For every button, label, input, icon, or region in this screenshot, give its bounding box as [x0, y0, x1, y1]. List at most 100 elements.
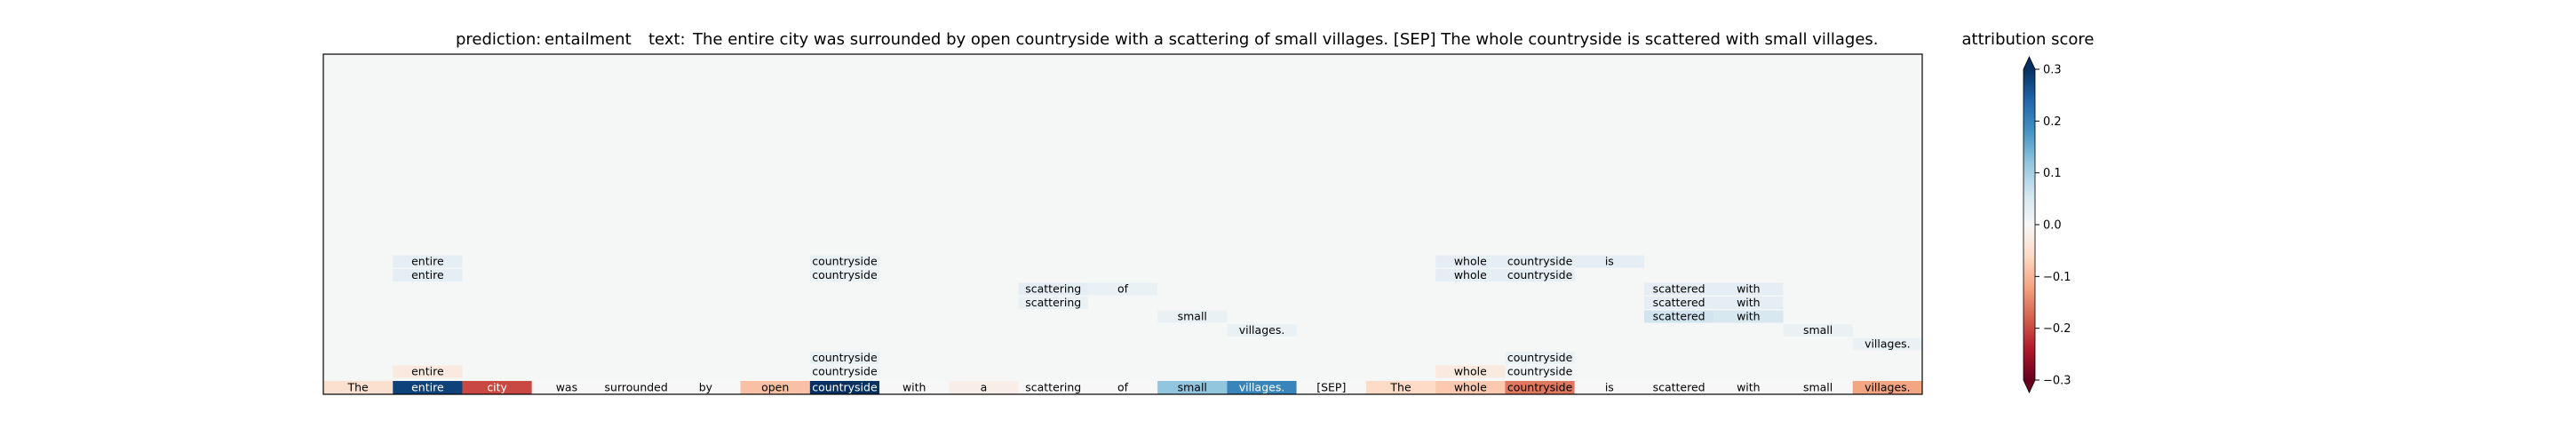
colorbar: attribution score 0.3 0.2 0.1 0.0 −0.1 −0.2 −0… — [1962, 30, 2095, 393]
token-cell — [1018, 381, 1088, 394]
layer-token-label: whole — [1454, 268, 1487, 281]
token-cell — [809, 381, 880, 394]
token-label: [SEP] — [1316, 381, 1346, 394]
token-label: of — [1117, 381, 1129, 394]
layer-cell — [1505, 352, 1575, 364]
token-label: was — [556, 381, 577, 394]
layer-cell — [1435, 365, 1506, 378]
layer-cell — [809, 352, 880, 364]
layer-token-label: with — [1737, 310, 1761, 323]
token-cell — [879, 381, 950, 394]
layer-token-label: countryside — [812, 255, 878, 268]
layer-cell — [1643, 282, 1714, 296]
layer-cell — [1087, 282, 1158, 296]
token-label: with — [902, 381, 926, 394]
token-label: villages. — [1239, 381, 1285, 394]
layer-cell — [1713, 297, 1784, 309]
layer-token-label: scattered — [1653, 282, 1705, 296]
token-label: scattered — [1653, 381, 1705, 394]
colorbar-title: attribution score — [1962, 30, 2095, 49]
layer-token-label: countryside — [812, 351, 878, 364]
layer-token-label: countryside — [812, 268, 878, 281]
layer-cell — [1505, 255, 1575, 268]
token-label: a — [981, 381, 988, 394]
layer-cell — [1018, 282, 1088, 296]
token-cell — [531, 381, 602, 394]
layer-token-label: entire — [411, 365, 444, 378]
token-label: countryside — [1507, 381, 1573, 394]
layer-cell — [393, 365, 463, 378]
chart-title-text-label: text: — [648, 30, 686, 49]
layer-cell — [1505, 269, 1575, 281]
token-cell — [949, 381, 1019, 394]
token-label: open — [761, 381, 789, 394]
plot-area — [323, 54, 1922, 394]
token-cell — [1852, 381, 1922, 394]
layer-token-label: of — [1117, 282, 1129, 296]
colorbar-tick-label: −0.3 — [2043, 375, 2071, 388]
layer-token-label: small — [1803, 323, 1833, 337]
layer-token-label: whole — [1454, 255, 1487, 268]
layer-token-label: countryside — [1507, 365, 1573, 378]
layer-cell — [809, 255, 880, 268]
layer-cell — [1783, 324, 1853, 337]
plot-frame — [322, 53, 1923, 395]
colorbar-tick-label: 0.2 — [2043, 115, 2062, 129]
token-label: is — [1605, 381, 1614, 394]
token-label: countryside — [812, 381, 878, 394]
layer-cell — [1505, 365, 1575, 378]
colorbar-gradient — [2023, 69, 2035, 380]
token-label: The — [1389, 381, 1411, 394]
token-cell — [323, 381, 394, 394]
layer-token-label: villages. — [1239, 323, 1285, 337]
layer-cell — [1574, 255, 1644, 268]
token-label: small — [1178, 381, 1207, 394]
colorbar-tick-label: −0.1 — [2043, 271, 2071, 284]
chart-title-text-value: The entire city was surrounded by open c… — [692, 30, 1879, 49]
layer-token-label: scattered — [1653, 310, 1705, 323]
token-cell — [671, 381, 741, 394]
token-label: villages. — [1864, 381, 1911, 394]
layer-cell — [1713, 282, 1784, 296]
token-cell — [1643, 381, 1714, 394]
token-cell — [1505, 381, 1575, 394]
token-cell — [1574, 381, 1644, 394]
layer-cell — [1713, 310, 1784, 323]
token-label: entire — [411, 381, 444, 394]
layer-token-label: whole — [1454, 365, 1487, 378]
layer-token-label: countryside — [1507, 268, 1573, 281]
layer-token-label: scattering — [1025, 296, 1081, 309]
chart-title-prediction-value: entailment — [545, 30, 632, 49]
token-label: by — [699, 381, 713, 394]
token-label: small — [1803, 381, 1833, 394]
token-cell — [740, 381, 810, 394]
token-label: whole — [1454, 381, 1487, 394]
token-cell — [1087, 381, 1158, 394]
layer-cell — [1018, 297, 1088, 309]
layer-cell — [393, 255, 463, 268]
token-cell — [601, 381, 672, 394]
colorbar-tick-label: 0.1 — [2043, 167, 2062, 180]
layer-token-label: scattered — [1653, 296, 1705, 309]
token-cell — [1435, 381, 1506, 394]
token-cell — [462, 381, 532, 394]
layer-cell — [1157, 310, 1228, 323]
colorbar-extend-min — [2023, 380, 2035, 392]
layer-token-label: countryside — [1507, 351, 1573, 364]
colorbar-tick-label: 0.3 — [2043, 64, 2062, 77]
layer-cell — [1435, 269, 1506, 281]
layer-token-label: countryside — [812, 365, 878, 378]
token-cell — [393, 381, 463, 394]
layer-token-label: countryside — [1507, 255, 1573, 268]
chart-title-prediction-label: prediction: — [456, 30, 541, 49]
layer-cell — [1435, 255, 1506, 268]
token-cell — [1365, 381, 1436, 394]
token-strip: The entire city was surrounded by open countrys… — [323, 381, 1922, 394]
layer-token-label: with — [1737, 282, 1761, 296]
layer-cell — [809, 269, 880, 281]
layer-cell — [1227, 324, 1297, 337]
token-cell — [1296, 381, 1366, 394]
layer-cell — [809, 365, 880, 378]
layer-token-label: villages. — [1864, 337, 1911, 351]
